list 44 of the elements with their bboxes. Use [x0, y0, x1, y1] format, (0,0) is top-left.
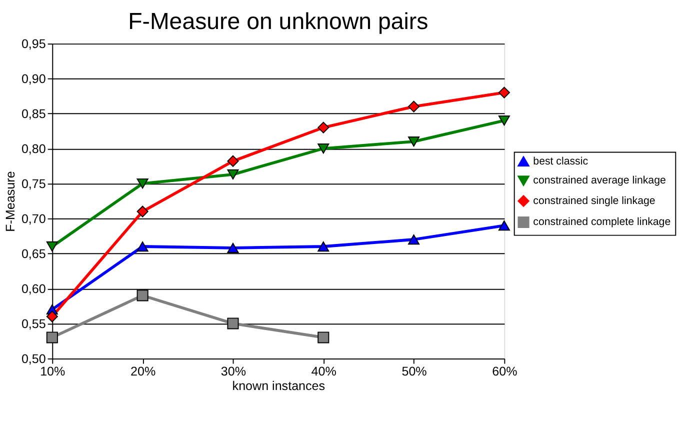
- legend-label: constrained single linkage: [533, 194, 656, 207]
- point: [136, 206, 148, 218]
- x-axis-title: known instances: [232, 378, 326, 393]
- legend-label: constrained complete linkage: [533, 216, 671, 228]
- point: [227, 155, 239, 167]
- y-tick-label: 0,65: [21, 246, 46, 261]
- point: [227, 242, 239, 253]
- x-tick-label: 10%: [40, 364, 66, 378]
- point: [227, 318, 239, 330]
- point: [46, 310, 58, 322]
- point: [408, 136, 420, 147]
- point: [136, 178, 148, 189]
- point: [318, 241, 330, 252]
- chart-title: F-Measure on unknown pairs: [128, 8, 428, 34]
- point: [498, 115, 510, 126]
- x-tick-label: 50%: [402, 364, 427, 378]
- y-tick-label: 0,70: [21, 212, 46, 226]
- x-tick-label: 40%: [311, 364, 336, 378]
- point: [408, 234, 420, 245]
- point: [498, 86, 510, 98]
- point: [408, 100, 420, 112]
- y-tick-label: 0,90: [21, 72, 46, 86]
- y-tick-label: 0,50: [21, 352, 46, 366]
- x-tick-label: 30%: [220, 364, 246, 378]
- y-tick-label: 0,55: [21, 316, 46, 331]
- point: [46, 332, 58, 344]
- y-tick-label: 0,80: [21, 142, 46, 156]
- y-tick-label: 0,60: [21, 282, 46, 296]
- point: [227, 169, 239, 180]
- y-tick-label: 0,85: [21, 106, 46, 121]
- x-tick-label: 60%: [492, 364, 518, 378]
- point: [318, 122, 330, 134]
- legend-label: constrained average linkage: [533, 174, 666, 187]
- x-tick-label: 20%: [130, 364, 156, 378]
- point: [136, 241, 148, 252]
- point: [318, 332, 330, 344]
- y-axis-title: F-Measure: [4, 171, 18, 232]
- point: [498, 220, 510, 231]
- point: [46, 241, 58, 252]
- y-tick-label: 0,75: [21, 176, 46, 191]
- point: [136, 290, 148, 302]
- y-tick-label: 0,95: [21, 36, 46, 51]
- legend-label: best classic: [533, 155, 589, 168]
- point: [318, 143, 330, 154]
